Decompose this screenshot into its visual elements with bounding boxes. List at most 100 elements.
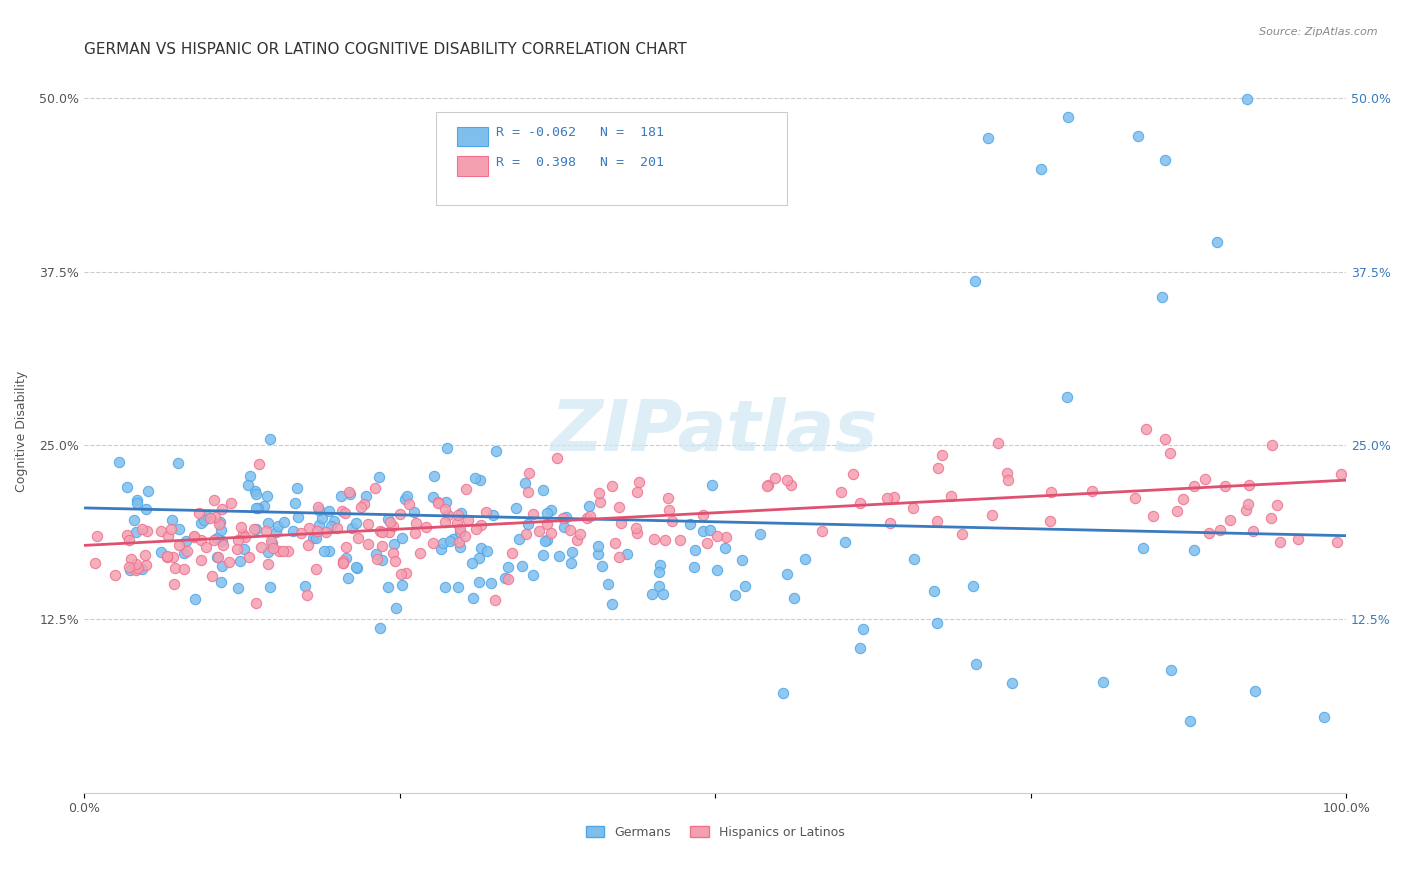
- Point: [434, 502, 457, 516]
- Point: [246, 501, 269, 516]
- Point: [447, 534, 470, 549]
- Point: [156, 549, 179, 564]
- Point: [464, 522, 486, 536]
- Point: [226, 581, 249, 595]
- Point: [679, 517, 702, 532]
- Point: [229, 554, 252, 568]
- Point: [124, 557, 146, 571]
- Point: [107, 455, 129, 469]
- Point: [536, 506, 558, 520]
- Point: [125, 492, 148, 507]
- Point: [219, 496, 242, 510]
- Point: [380, 515, 402, 529]
- Point: [160, 513, 183, 527]
- Point: [305, 562, 328, 576]
- Point: [643, 532, 665, 546]
- Point: [624, 521, 647, 535]
- Point: [422, 490, 444, 504]
- Point: [479, 576, 502, 591]
- Point: [415, 520, 437, 534]
- Point: [211, 501, 233, 516]
- Point: [447, 580, 470, 594]
- Point: [377, 512, 399, 526]
- Point: [332, 553, 354, 567]
- Point: [364, 547, 387, 561]
- Point: [578, 509, 600, 524]
- Point: [501, 545, 523, 559]
- Point: [1182, 542, 1205, 557]
- Point: [245, 487, 267, 501]
- Point: [467, 551, 489, 566]
- Point: [1260, 511, 1282, 525]
- Point: [758, 478, 780, 492]
- Point: [692, 508, 714, 522]
- Point: [540, 503, 562, 517]
- Point: [264, 525, 287, 540]
- Point: [569, 527, 592, 541]
- Point: [434, 516, 457, 530]
- Point: [267, 544, 290, 558]
- Point: [430, 542, 453, 557]
- Point: [626, 526, 648, 541]
- Point: [830, 485, 852, 500]
- Point: [436, 442, 458, 456]
- Point: [319, 519, 342, 533]
- Point: [190, 553, 212, 567]
- Point: [226, 533, 249, 548]
- Point: [434, 580, 457, 594]
- Point: [371, 552, 394, 566]
- Point: [456, 482, 478, 496]
- Point: [1312, 710, 1334, 724]
- Point: [470, 518, 492, 533]
- Point: [1237, 478, 1260, 492]
- Point: [603, 536, 626, 550]
- Point: [607, 550, 630, 565]
- Point: [470, 541, 492, 556]
- Point: [391, 567, 413, 582]
- Point: [233, 529, 256, 543]
- Point: [536, 533, 558, 547]
- Point: [382, 546, 405, 560]
- Point: [505, 501, 527, 516]
- Point: [391, 577, 413, 591]
- Point: [454, 528, 477, 542]
- Point: [965, 657, 987, 671]
- Point: [724, 588, 747, 602]
- Point: [340, 521, 363, 535]
- Point: [256, 489, 278, 503]
- Point: [627, 475, 650, 490]
- Point: [588, 485, 610, 500]
- Point: [156, 549, 179, 564]
- Point: [950, 527, 973, 541]
- Point: [211, 559, 233, 574]
- Point: [201, 568, 224, 582]
- Point: [242, 522, 264, 536]
- Point: [558, 523, 581, 537]
- Point: [1154, 153, 1177, 167]
- Point: [326, 521, 349, 535]
- Text: GERMAN VS HISPANIC OR LATINO COGNITIVE DISABILITY CORRELATION CHART: GERMAN VS HISPANIC OR LATINO COGNITIVE D…: [84, 42, 686, 57]
- Point: [125, 525, 148, 540]
- Point: [156, 529, 179, 543]
- Point: [578, 499, 600, 513]
- Point: [118, 559, 141, 574]
- Point: [396, 489, 419, 503]
- Point: [391, 531, 413, 545]
- Point: [575, 511, 598, 525]
- Point: [254, 524, 277, 539]
- Point: [551, 510, 574, 524]
- Point: [104, 568, 127, 582]
- Point: [626, 485, 648, 500]
- Point: [1166, 504, 1188, 518]
- Point: [283, 524, 305, 538]
- Point: [273, 515, 295, 529]
- Point: [793, 552, 815, 566]
- Point: [294, 579, 316, 593]
- Point: [205, 532, 228, 546]
- Point: [432, 535, 454, 549]
- Point: [446, 516, 468, 530]
- Point: [277, 544, 299, 558]
- Point: [434, 495, 457, 509]
- Point: [162, 550, 184, 565]
- Point: [1056, 390, 1078, 404]
